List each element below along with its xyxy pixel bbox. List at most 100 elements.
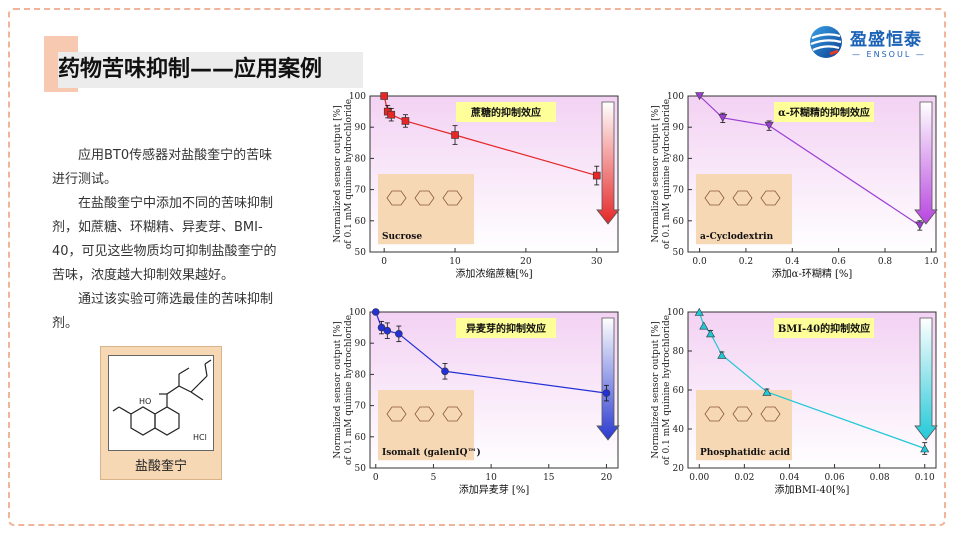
- banner-text: α-环糊精的抑制效应: [778, 106, 870, 119]
- chart-svg: 50 60 70 80 90 100 0 10 20 30 添加浓缩蔗糖[%] Normalized …: [333, 92, 620, 280]
- quinine-structure-image: HO HCl: [108, 355, 214, 451]
- y-axis-label-line2: of 0.1 mM quinine hydrochloride: [344, 315, 354, 465]
- chart-isomalt: 50 60 70 80 90 100 0 5 10 15 20 添加异麦芽 [%] Normalized…: [318, 300, 628, 504]
- y-tick-label: 60: [355, 433, 367, 443]
- logo-globe-icon: [810, 26, 842, 58]
- banner-box: [774, 102, 874, 122]
- chart-svg: 50 60 70 80 90 100 0.0 0.2 0.4 0.6 0.8 1.0 添加α-环糊精 […: [651, 92, 939, 280]
- data-point: [401, 117, 410, 125]
- x-tick-label: 0.0: [692, 257, 707, 267]
- compound-name: Phosphatidic acid: [700, 448, 791, 458]
- data-point: [371, 308, 380, 316]
- y-tick-label: 60: [673, 217, 685, 227]
- x-tick-label: 10: [449, 257, 461, 267]
- y-axis-label-line1: Normalized sensor output [%]: [333, 321, 343, 458]
- x-tick-label: 15: [543, 473, 555, 483]
- data-point: [383, 326, 392, 335]
- series-line: [699, 95, 921, 226]
- quinine-molecule-drawing: HO HCl: [112, 359, 212, 442]
- compound-structure-inset: [378, 174, 474, 245]
- x-tick-label: 0: [373, 473, 379, 483]
- data-point: [592, 171, 601, 180]
- y-tick-label: 40: [673, 425, 685, 435]
- y-tick-label: 90: [355, 123, 367, 133]
- banner-box: [456, 318, 556, 338]
- x-tick-label: 0.10: [915, 473, 935, 483]
- logo-chinese-name: 盈盛恒泰: [850, 30, 922, 50]
- data-point: [762, 387, 772, 396]
- data-point: [451, 131, 459, 139]
- y-axis-label-line1: Normalized sensor output [%]: [333, 105, 343, 242]
- data-point: [380, 92, 388, 100]
- x-tick-label: 0.04: [779, 473, 799, 483]
- y-tick-label: 70: [355, 186, 367, 196]
- data-point: [699, 321, 709, 330]
- y-tick-label: 20: [673, 464, 685, 474]
- quinine-ho-label: HO: [139, 397, 151, 406]
- x-tick-label: 0.02: [734, 473, 754, 483]
- data-point: [377, 323, 386, 332]
- x-tick-label: 0.06: [825, 473, 845, 483]
- x-tick-label: 5: [431, 473, 437, 483]
- data-point: [915, 221, 925, 230]
- y-tick-label: 50: [355, 464, 367, 474]
- x-tick-label: 1.0: [924, 257, 939, 267]
- y-tick-label: 80: [355, 154, 367, 164]
- y-tick-label: 80: [673, 347, 685, 357]
- quinine-structure-card: HO HCl 盐酸奎宁: [100, 346, 222, 480]
- data-point: [764, 121, 774, 130]
- y-tick-label: 80: [355, 370, 367, 380]
- x-tick-label: 0: [381, 257, 387, 267]
- x-axis-label: 添加α-环糊精 [%]: [772, 267, 853, 280]
- y-tick-label: 60: [355, 217, 367, 227]
- y-tick-label: 50: [355, 248, 367, 258]
- y-tick-label: 70: [355, 402, 367, 412]
- data-point: [387, 110, 396, 119]
- paragraph-1: 应用BT0传感器对盐酸奎宁的苦味进行测试。: [52, 148, 273, 187]
- chart-sucrose: 50 60 70 80 90 100 0 10 20 30 添加浓缩蔗糖[%] Normalized …: [318, 84, 628, 288]
- paragraph-3: 通过该实验可筛选最佳的苦味抑制剂。: [52, 292, 274, 331]
- x-tick-label: 0.08: [870, 473, 890, 483]
- quinine-hcl-label: HCl: [193, 433, 207, 442]
- x-axis-label: 添加BMI-40[%]: [775, 483, 850, 496]
- y-tick-label: 80: [673, 154, 685, 164]
- chart-svg: 50 60 70 80 90 100 0 5 10 15 20 添加异麦芽 [%] Normalized…: [333, 308, 620, 496]
- company-logo: 盈盛恒泰 — ENSOUL —: [808, 22, 928, 70]
- quinine-label: 盐酸奎宁: [134, 459, 187, 474]
- chart-bmi40: 20 40 60 80 100 0.00 0.02 0.04 0.06 0.08 0.10 添加BMI…: [636, 300, 946, 504]
- banner-box: [456, 102, 556, 122]
- data-point: [706, 329, 716, 338]
- slide-title: 药物苦味抑制——应用案例: [58, 57, 323, 82]
- compound-structure-inset: [696, 174, 792, 245]
- x-tick-label: 0.8: [878, 257, 893, 267]
- chart-svg: 20 40 60 80 100 0.00 0.02 0.04 0.06 0.08 0.10 添加BMI…: [651, 307, 938, 496]
- y-axis-label-line2: of 0.1 mM quinine hydrochloride: [344, 99, 354, 249]
- x-tick-label: 0.6: [831, 257, 846, 267]
- description-text: 应用BT0传感器对盐酸奎宁的苦味进行测试。 在盐酸奎宁中添加不同的苦味抑制剂，如…: [52, 144, 284, 336]
- compound-structure-sketch: [386, 406, 463, 422]
- x-tick-label: 20: [601, 473, 613, 483]
- banner-text: BMI-40的抑制效应: [778, 322, 870, 335]
- compound-name: Sucrose: [382, 232, 422, 242]
- data-point: [718, 114, 728, 122]
- data-point: [694, 307, 704, 316]
- inhibition-arrow: [596, 101, 620, 225]
- data-point: [717, 350, 727, 359]
- data-point: [695, 92, 705, 101]
- y-tick-label: 90: [673, 123, 685, 133]
- y-tick-label: 70: [673, 186, 685, 196]
- x-tick-label: 0.2: [739, 257, 753, 267]
- data-point: [920, 444, 930, 453]
- data-point: [441, 367, 449, 376]
- y-axis-label-line2: of 0.1 mM quinine hydrochloride: [662, 315, 672, 465]
- compound-structure-sketch: [704, 406, 781, 422]
- compound-name: a-Cyclodextrin: [700, 232, 774, 242]
- x-tick-label: 0.00: [689, 473, 709, 483]
- x-axis-label: 添加浓缩蔗糖[%]: [455, 267, 532, 280]
- y-axis-label-line1: Normalized sensor output [%]: [651, 105, 661, 242]
- y-tick-label: 100: [349, 308, 366, 318]
- data-point: [395, 330, 403, 338]
- banner-text: 蔗糖的抑制效应: [470, 106, 541, 119]
- banner-box: [774, 318, 874, 338]
- banner-text: 异麦芽的抑制效应: [466, 322, 546, 335]
